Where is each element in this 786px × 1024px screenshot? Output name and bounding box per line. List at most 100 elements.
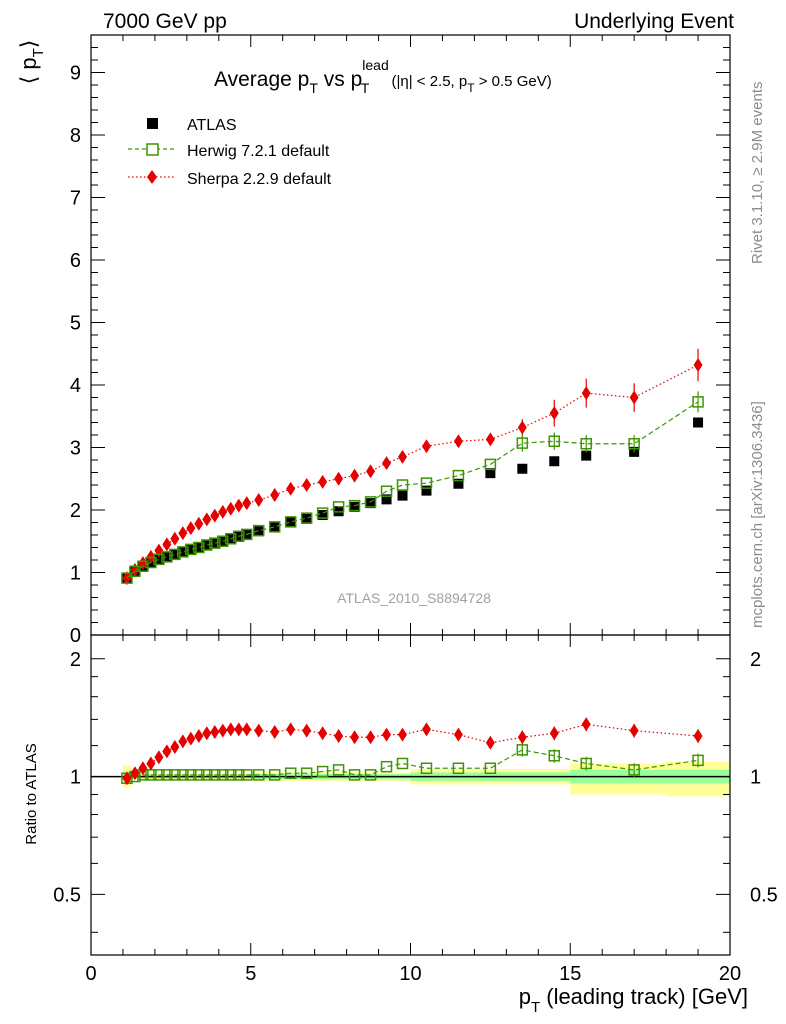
atlas-point [317,510,328,520]
sherpa-point [366,464,376,479]
sherpa-line [126,364,699,579]
sherpa-point [629,723,639,738]
atlas-point [161,551,172,562]
sherpa-point [382,727,392,742]
sherpa-point [242,496,252,511]
sherpa-point [350,730,360,745]
x-tick-label: 20 [719,963,741,985]
sherpa-point [202,726,212,741]
main-ylabel: ⟨ pT⟩ [16,40,47,85]
sherpa-point [154,750,164,765]
herwig-point [161,551,173,563]
atlas-point [185,544,196,555]
sherpa-point [254,723,264,738]
herwig-point [484,458,497,471]
atlas-point [517,463,528,474]
ratio-panel: 0 5 10 15 20 0.5 0.5 1 1 2 2 [53,634,778,985]
sherpa-point [517,730,527,745]
herwig-point [452,469,465,482]
ratio-frame [90,634,731,956]
herwig-point [233,769,245,781]
herwig-point [332,764,345,776]
herwig-point [452,762,465,775]
herwig-point [548,435,561,447]
sherpa-ratio-line [126,723,699,779]
herwig-point [380,485,393,497]
herwig-point [153,553,165,566]
atlas-point [381,494,392,505]
herwig-point [348,769,361,781]
y-tick-label: 7 [70,188,81,210]
herwig-ratio-line [126,749,699,779]
herwig-point [364,769,377,781]
herwig-point [316,507,329,519]
ratio-y-tick-label: 2 [70,649,81,671]
atlas-point [253,526,264,537]
sherpa-point [398,727,408,742]
sherpa-point [146,756,156,771]
y-tick-label: 4 [70,375,81,397]
sherpa-point [318,726,328,741]
sherpa-point [366,730,376,745]
herwig-point [193,541,205,554]
sherpa-point [693,728,703,743]
sherpa-point [334,471,344,486]
herwig-point [177,546,189,558]
atlas-point [153,554,164,565]
herwig-point [396,479,409,491]
x-tick-label: 15 [559,963,581,985]
herwig-point [201,769,213,781]
sherpa-point [186,731,196,746]
herwig-point [484,762,497,775]
atlas-point [693,417,704,428]
herwig-point [692,754,704,767]
herwig-point [516,437,529,449]
atlas-point [453,478,464,489]
atlas-point [201,540,212,550]
herwig-point [364,496,377,508]
sherpa-point [234,722,244,737]
herwig-point [209,769,221,781]
herwig-point [241,528,253,541]
sherpa-point [382,456,392,471]
sherpa-point [334,728,344,743]
sherpa-point [178,734,188,749]
x-tick-label: 5 [245,963,256,985]
herwig-point [252,524,265,537]
sherpa-point [186,521,196,536]
herwig-point [185,769,197,781]
y-tick-label: 3 [70,438,81,460]
sherpa-point [162,744,172,759]
ratio-y-tick-label: 0.5 [53,884,81,906]
mcplots-label: mcplots.cern.ch [arXiv:1306.3436] [749,401,766,628]
herwig-point [420,762,433,775]
ratio-y-tick-label-right: 0.5 [750,884,778,906]
herwig-point [225,533,237,545]
sherpa-point [210,724,220,739]
herwig-point [628,438,640,450]
herwig-point [233,530,245,542]
herwig-point [548,750,561,762]
herwig-point [628,764,640,776]
herwig-point [177,769,189,781]
sherpa-point [170,740,180,754]
herwig-point [420,477,433,489]
atlas-point [485,468,496,479]
herwig-point [300,767,313,779]
herwig-point [169,769,181,781]
header-right: Underlying Event [574,10,734,33]
atlas-point [241,530,252,540]
rivet-label: Rivet 3.1.10, ≥ 2.9M events [749,82,766,265]
herwig-point [161,769,173,781]
herwig-point [252,769,265,781]
sherpa-point [302,723,312,738]
herwig-point [396,757,409,770]
sherpa-point [581,717,591,732]
xlabel: pT (leading track) [GeV] [519,984,748,1016]
sherpa-point [286,722,296,737]
x-tick-label: 10 [399,963,421,985]
sherpa-point [302,478,312,492]
y-tick-label: 8 [70,125,81,147]
herwig-point [193,769,205,781]
sherpa-point [178,526,188,541]
